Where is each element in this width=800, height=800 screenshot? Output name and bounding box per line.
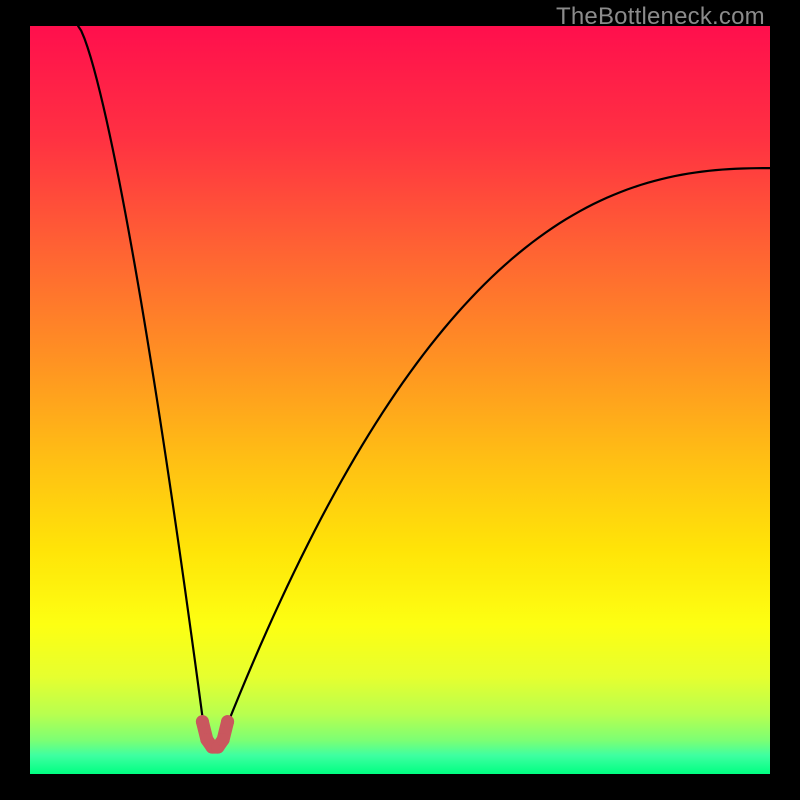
valley-marker-dot: [217, 733, 230, 746]
plot-area: [30, 26, 770, 774]
plot-svg: [30, 26, 770, 774]
watermark-text: TheBottleneck.com: [556, 3, 765, 31]
chart-frame: TheBottleneck.com: [0, 0, 800, 800]
valley-marker-dot: [221, 715, 234, 728]
gradient-background: [30, 26, 770, 774]
valley-marker-dot: [196, 715, 209, 728]
